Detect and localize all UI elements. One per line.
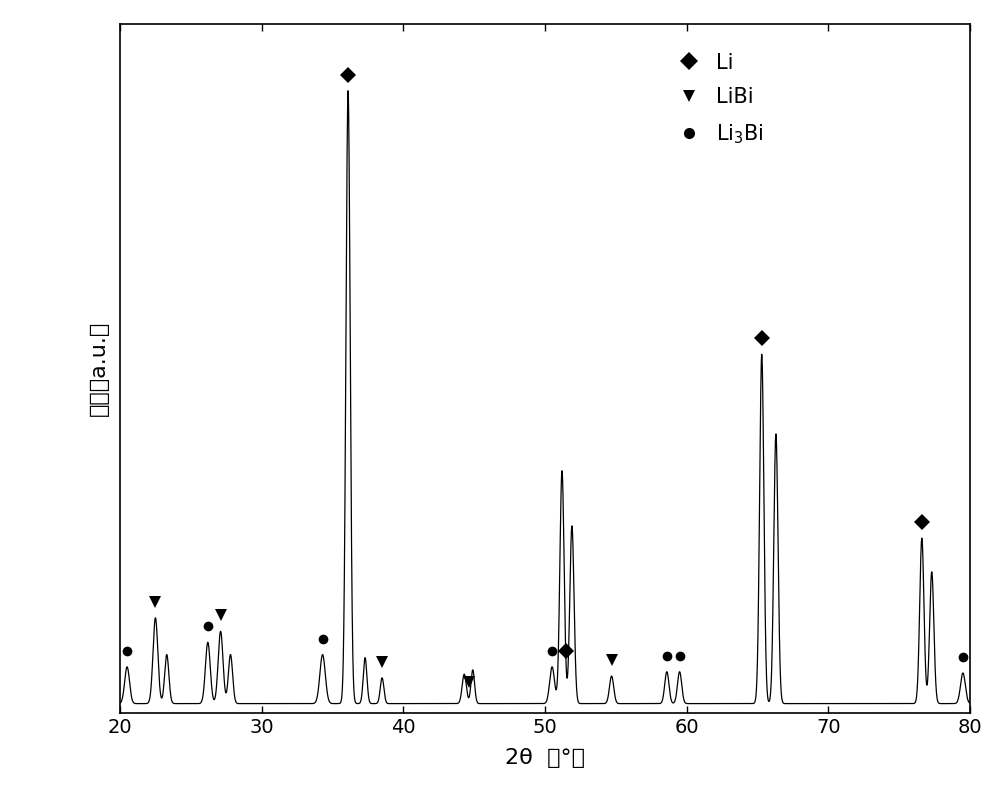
X-axis label: 2θ  （°）: 2θ （°）: [505, 748, 585, 767]
Legend: Li, LiBi, Li$_3$Bi: Li, LiBi, Li$_3$Bi: [660, 44, 772, 154]
Y-axis label: 强度（a.u.）: 强度（a.u.）: [89, 321, 109, 416]
